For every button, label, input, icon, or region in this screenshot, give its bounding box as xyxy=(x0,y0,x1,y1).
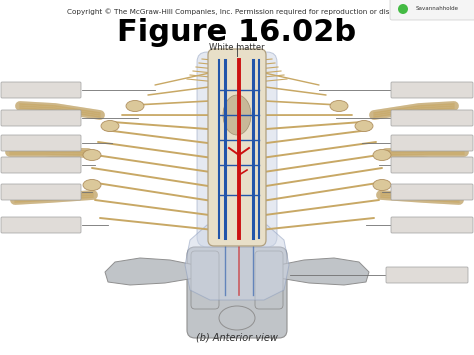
FancyBboxPatch shape xyxy=(208,49,266,246)
FancyBboxPatch shape xyxy=(1,110,81,126)
Text: (b) Anterior view: (b) Anterior view xyxy=(196,333,278,343)
Ellipse shape xyxy=(223,95,251,135)
Ellipse shape xyxy=(219,306,255,330)
FancyBboxPatch shape xyxy=(1,135,81,151)
Ellipse shape xyxy=(101,120,119,131)
FancyBboxPatch shape xyxy=(391,82,473,98)
FancyBboxPatch shape xyxy=(391,157,473,173)
Ellipse shape xyxy=(83,180,101,191)
Ellipse shape xyxy=(330,100,348,111)
Text: White matter: White matter xyxy=(209,43,265,52)
FancyBboxPatch shape xyxy=(390,0,474,20)
Text: Figure 16.02b: Figure 16.02b xyxy=(118,18,356,47)
Ellipse shape xyxy=(373,180,391,191)
FancyBboxPatch shape xyxy=(197,52,277,247)
FancyBboxPatch shape xyxy=(391,135,473,151)
FancyBboxPatch shape xyxy=(1,184,81,200)
Ellipse shape xyxy=(126,100,144,111)
Ellipse shape xyxy=(398,4,408,14)
FancyBboxPatch shape xyxy=(386,267,468,283)
Ellipse shape xyxy=(83,149,101,160)
FancyBboxPatch shape xyxy=(1,217,81,233)
FancyBboxPatch shape xyxy=(1,82,81,98)
Polygon shape xyxy=(185,225,289,300)
FancyBboxPatch shape xyxy=(1,157,81,173)
Polygon shape xyxy=(279,258,369,285)
Text: Savannahholde: Savannahholde xyxy=(416,6,459,11)
FancyBboxPatch shape xyxy=(191,251,219,309)
Polygon shape xyxy=(105,258,195,285)
Ellipse shape xyxy=(373,149,391,160)
Ellipse shape xyxy=(355,120,373,131)
FancyBboxPatch shape xyxy=(255,251,283,309)
Text: Copyright © The McGraw-Hill Companies, Inc. Permission required for reproduction: Copyright © The McGraw-Hill Companies, I… xyxy=(67,8,407,15)
FancyBboxPatch shape xyxy=(391,110,473,126)
FancyBboxPatch shape xyxy=(391,217,473,233)
FancyBboxPatch shape xyxy=(391,184,473,200)
FancyBboxPatch shape xyxy=(187,247,287,338)
